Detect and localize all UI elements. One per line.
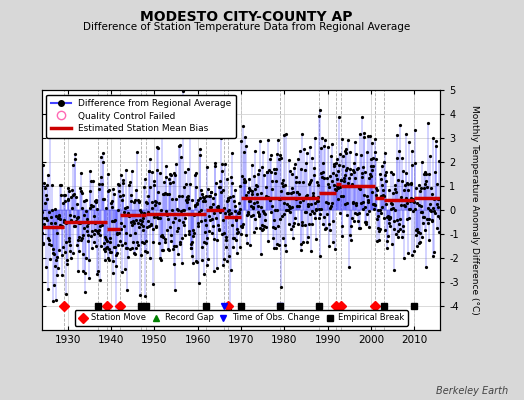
Text: Berkeley Earth: Berkeley Earth <box>436 386 508 396</box>
Y-axis label: Monthly Temperature Anomaly Difference (°C): Monthly Temperature Anomaly Difference (… <box>470 105 479 315</box>
Text: MODESTO CITY-COUNTY AP: MODESTO CITY-COUNTY AP <box>140 10 353 24</box>
Text: Difference of Station Temperature Data from Regional Average: Difference of Station Temperature Data f… <box>83 22 410 32</box>
Legend: Station Move, Record Gap, Time of Obs. Change, Empirical Break: Station Move, Record Gap, Time of Obs. C… <box>74 310 408 326</box>
